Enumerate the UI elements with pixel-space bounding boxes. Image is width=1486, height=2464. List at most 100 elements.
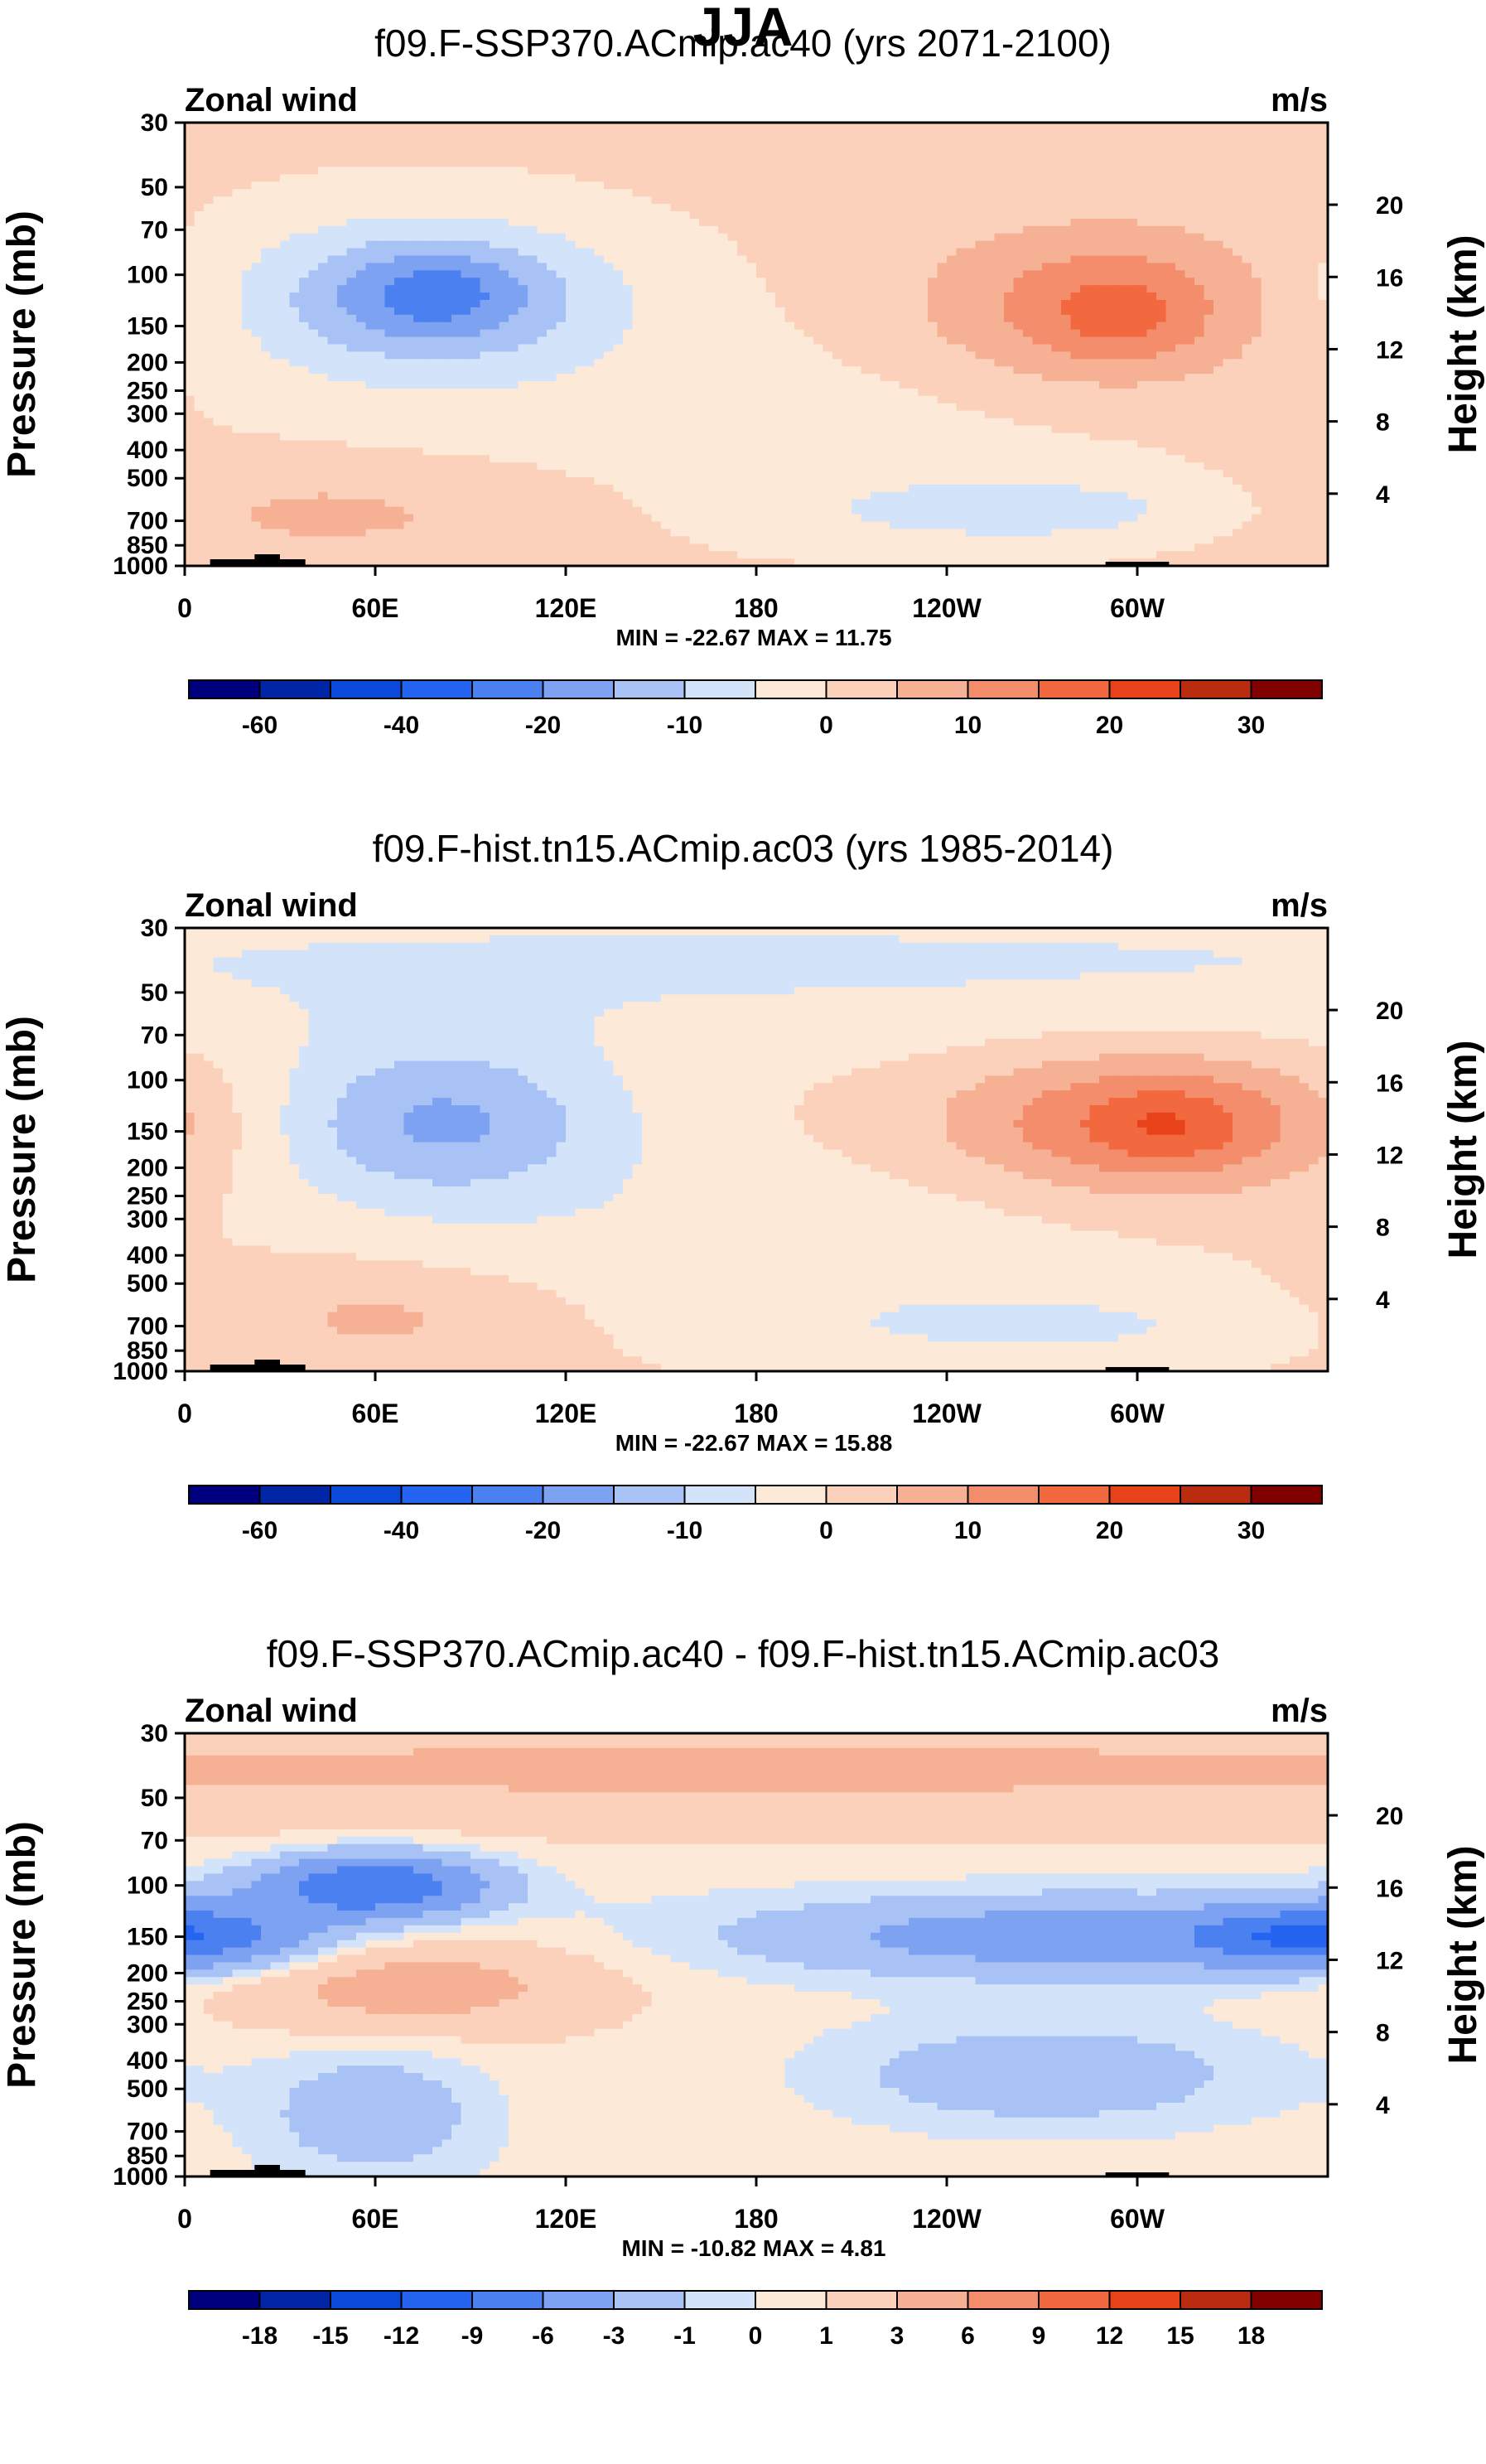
contour-cell <box>899 144 909 153</box>
contour-cell <box>1127 255 1138 264</box>
contour-cell <box>270 233 281 242</box>
contour-cell <box>775 395 786 404</box>
contour-cell <box>947 344 958 353</box>
contour-cell <box>1233 410 1243 419</box>
contour-cell <box>327 321 338 331</box>
contour-cell <box>813 300 824 308</box>
contour-cell <box>737 374 748 382</box>
contour-cell <box>832 307 843 316</box>
contour-cell <box>1099 418 1110 427</box>
contour-cell <box>1184 344 1195 353</box>
contour-cell <box>346 366 357 374</box>
contour-cell <box>937 395 948 404</box>
contour-cell <box>1061 351 1072 360</box>
contour-cell <box>327 167 338 176</box>
contour-cell <box>289 181 300 190</box>
contour-cell <box>1070 129 1081 138</box>
contour-cell <box>1156 278 1167 286</box>
contour-cell <box>375 248 386 257</box>
contour-cell <box>756 389 767 397</box>
contour-cell <box>1108 159 1119 168</box>
contour-cell <box>346 137 357 146</box>
contour-cell <box>1042 181 1053 190</box>
contour-cell <box>1042 204 1053 212</box>
contour-cell <box>765 129 776 138</box>
contour-cell <box>327 129 338 138</box>
contour-cell <box>346 425 357 434</box>
contour-cell <box>251 329 262 338</box>
contour-cell <box>803 285 814 293</box>
contour-cell <box>422 263 433 271</box>
contour-cell <box>280 329 291 338</box>
contour-cell <box>528 196 538 205</box>
contour-cell <box>1032 395 1043 404</box>
contour-cell <box>1089 225 1100 234</box>
contour-cell <box>832 344 843 353</box>
contour-cell <box>547 329 557 338</box>
contour-cell <box>1156 123 1167 131</box>
contour-cell <box>975 233 986 242</box>
contour-cell <box>280 292 291 301</box>
contour-cell <box>852 366 862 374</box>
contour-cell <box>1004 181 1015 190</box>
contour-cell <box>1013 248 1024 257</box>
contour-cell <box>223 225 234 234</box>
contour-cell <box>975 218 986 227</box>
contour-cell <box>337 129 348 138</box>
contour-cell <box>594 403 605 412</box>
contour-cell <box>375 344 386 353</box>
contour-cell <box>966 307 977 316</box>
contour-cell <box>651 240 662 249</box>
contour-cell <box>585 329 596 338</box>
contour-cell <box>966 167 977 176</box>
contour-cell <box>413 410 424 419</box>
contour-cell <box>1004 129 1015 138</box>
contour-cell <box>356 351 367 360</box>
contour-cell <box>823 395 833 404</box>
contour-cell <box>1013 278 1024 286</box>
contour-cell <box>518 344 528 353</box>
contour-cell <box>261 278 272 286</box>
contour-cell <box>594 240 605 249</box>
contour-cell <box>1252 389 1262 397</box>
contour-cell <box>461 366 471 374</box>
contour-cell <box>1165 359 1176 367</box>
contour-cell <box>1070 240 1081 249</box>
contour-cell <box>852 321 862 331</box>
contour-cell <box>1137 314 1148 323</box>
contour-cell <box>490 218 500 227</box>
contour-cell <box>394 307 405 316</box>
contour-cell <box>803 374 814 382</box>
contour-cell <box>451 129 462 138</box>
contour-cell <box>204 189 215 197</box>
contour-cell <box>890 204 900 212</box>
contour-cell <box>708 270 719 278</box>
contour-cell <box>718 389 729 397</box>
contour-cell <box>413 300 424 308</box>
contour-cell <box>956 300 967 308</box>
contour-cell <box>1023 300 1034 308</box>
contour-cell <box>585 248 596 257</box>
contour-cell <box>803 218 814 227</box>
contour-cell <box>956 395 967 404</box>
contour-cell <box>651 263 662 271</box>
contour-cell <box>661 233 672 242</box>
contour-cell <box>966 137 977 146</box>
contour-cell <box>1127 174 1138 182</box>
contour-cell <box>775 225 786 234</box>
contour-cell <box>204 292 215 301</box>
contour-cell <box>566 418 577 427</box>
contour-cell <box>1013 300 1024 308</box>
contour-cell <box>1271 336 1281 345</box>
contour-cell <box>756 381 767 389</box>
contour-cell <box>365 181 376 190</box>
contour-cell <box>1061 174 1072 182</box>
contour-cell <box>585 240 596 249</box>
contour-cell <box>928 255 938 264</box>
contour-cell <box>651 300 662 308</box>
contour-cell <box>604 351 615 360</box>
contour-cell <box>375 418 386 427</box>
contour-cell <box>842 263 852 271</box>
contour-cell <box>880 159 890 168</box>
contour-cell <box>242 189 253 197</box>
